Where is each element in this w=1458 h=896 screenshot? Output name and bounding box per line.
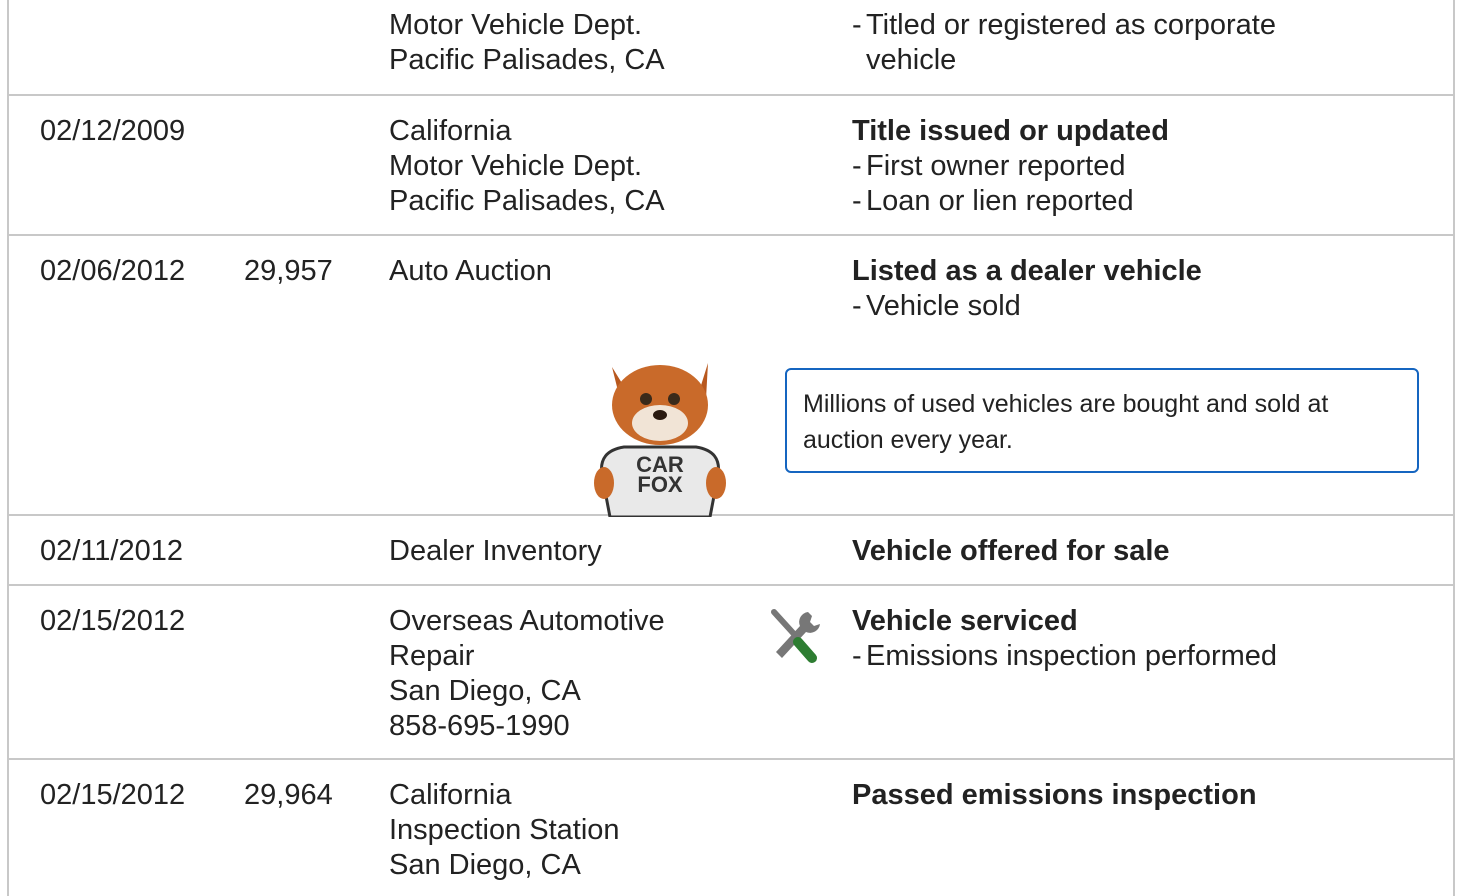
source-line: Inspection Station [389, 813, 749, 848]
date: 02/15/2012 [40, 604, 185, 639]
detail: ‑Vehicle sold [852, 289, 1372, 324]
bullet: ‑ [852, 8, 866, 78]
detail-text: Emissions inspection performed [866, 639, 1277, 674]
source-line: California [389, 778, 749, 813]
mascot-text: FOX [637, 472, 683, 497]
detail-text: Titled or registered as corporate vehicl… [866, 8, 1372, 78]
comments: Title issued or updated‑First owner repo… [852, 114, 1372, 219]
detail: ‑Titled or registered as corporate vehic… [852, 8, 1372, 78]
detail-text: First owner reported [866, 149, 1126, 184]
detail-text: Loan or lien reported [866, 184, 1134, 219]
source-line: Auto Auction [389, 254, 749, 289]
date: 02/06/2012 [40, 254, 185, 289]
event-title: Vehicle offered for sale [852, 534, 1372, 569]
comments: Listed as a dealer vehicle‑Vehicle sold [852, 254, 1372, 324]
carfox-mascot: CAR FOX [590, 355, 735, 517]
detail-text: Vehicle sold [866, 289, 1021, 324]
source: Auto Auction [389, 254, 749, 289]
bullet: ‑ [852, 639, 866, 674]
source-line: Overseas Automotive Repair [389, 604, 749, 674]
event-title: Title issued or updated [852, 114, 1372, 149]
date: 02/11/2012 [40, 534, 183, 569]
date: 02/12/2009 [40, 114, 185, 149]
source-line: Dealer Inventory [389, 534, 749, 569]
page: Motor Vehicle Dept.Pacific Palisades, CA… [0, 0, 1458, 896]
service-icon [768, 608, 826, 666]
detail: ‑First owner reported [852, 149, 1372, 184]
source-line: Motor Vehicle Dept. [389, 8, 749, 43]
table-row: 02/11/2012 Dealer Inventory Vehicle offere… [7, 516, 1453, 586]
odometer: 29,957 [244, 254, 333, 289]
table-row: Motor Vehicle Dept.Pacific Palisades, CA… [7, 0, 1453, 96]
source-line: Motor Vehicle Dept. [389, 149, 749, 184]
comments: Passed emissions inspection [852, 778, 1372, 813]
source-line: Pacific Palisades, CA [389, 184, 749, 219]
source: Motor Vehicle Dept.Pacific Palisades, CA [389, 8, 749, 78]
detail: ‑Loan or lien reported [852, 184, 1372, 219]
detail: ‑Emissions inspection performed [852, 639, 1372, 674]
date: 02/15/2012 [40, 778, 185, 813]
comments: Vehicle serviced‑Emissions inspection pe… [852, 604, 1372, 674]
odometer: 29,964 [244, 778, 333, 813]
bullet: ‑ [852, 289, 866, 324]
comments: ‑Titled or registered as corporate vehic… [852, 8, 1372, 78]
bullet: ‑ [852, 184, 866, 219]
source-line: San Diego, CA [389, 848, 749, 883]
source-line: Pacific Palisades, CA [389, 43, 749, 78]
comments: Vehicle offered for sale [852, 534, 1372, 569]
event-title: Vehicle serviced [852, 604, 1372, 639]
callout: Millions of used vehicles are bought and… [785, 368, 1419, 473]
event-title: Passed emissions inspection [852, 778, 1372, 813]
bullet: ‑ [852, 149, 866, 184]
source-line: San Diego, CA [389, 674, 749, 709]
event-title: Listed as a dealer vehicle [852, 254, 1372, 289]
source-line: California [389, 114, 749, 149]
source-line: 858-695-1990 [389, 709, 749, 744]
source: Dealer Inventory [389, 534, 749, 569]
